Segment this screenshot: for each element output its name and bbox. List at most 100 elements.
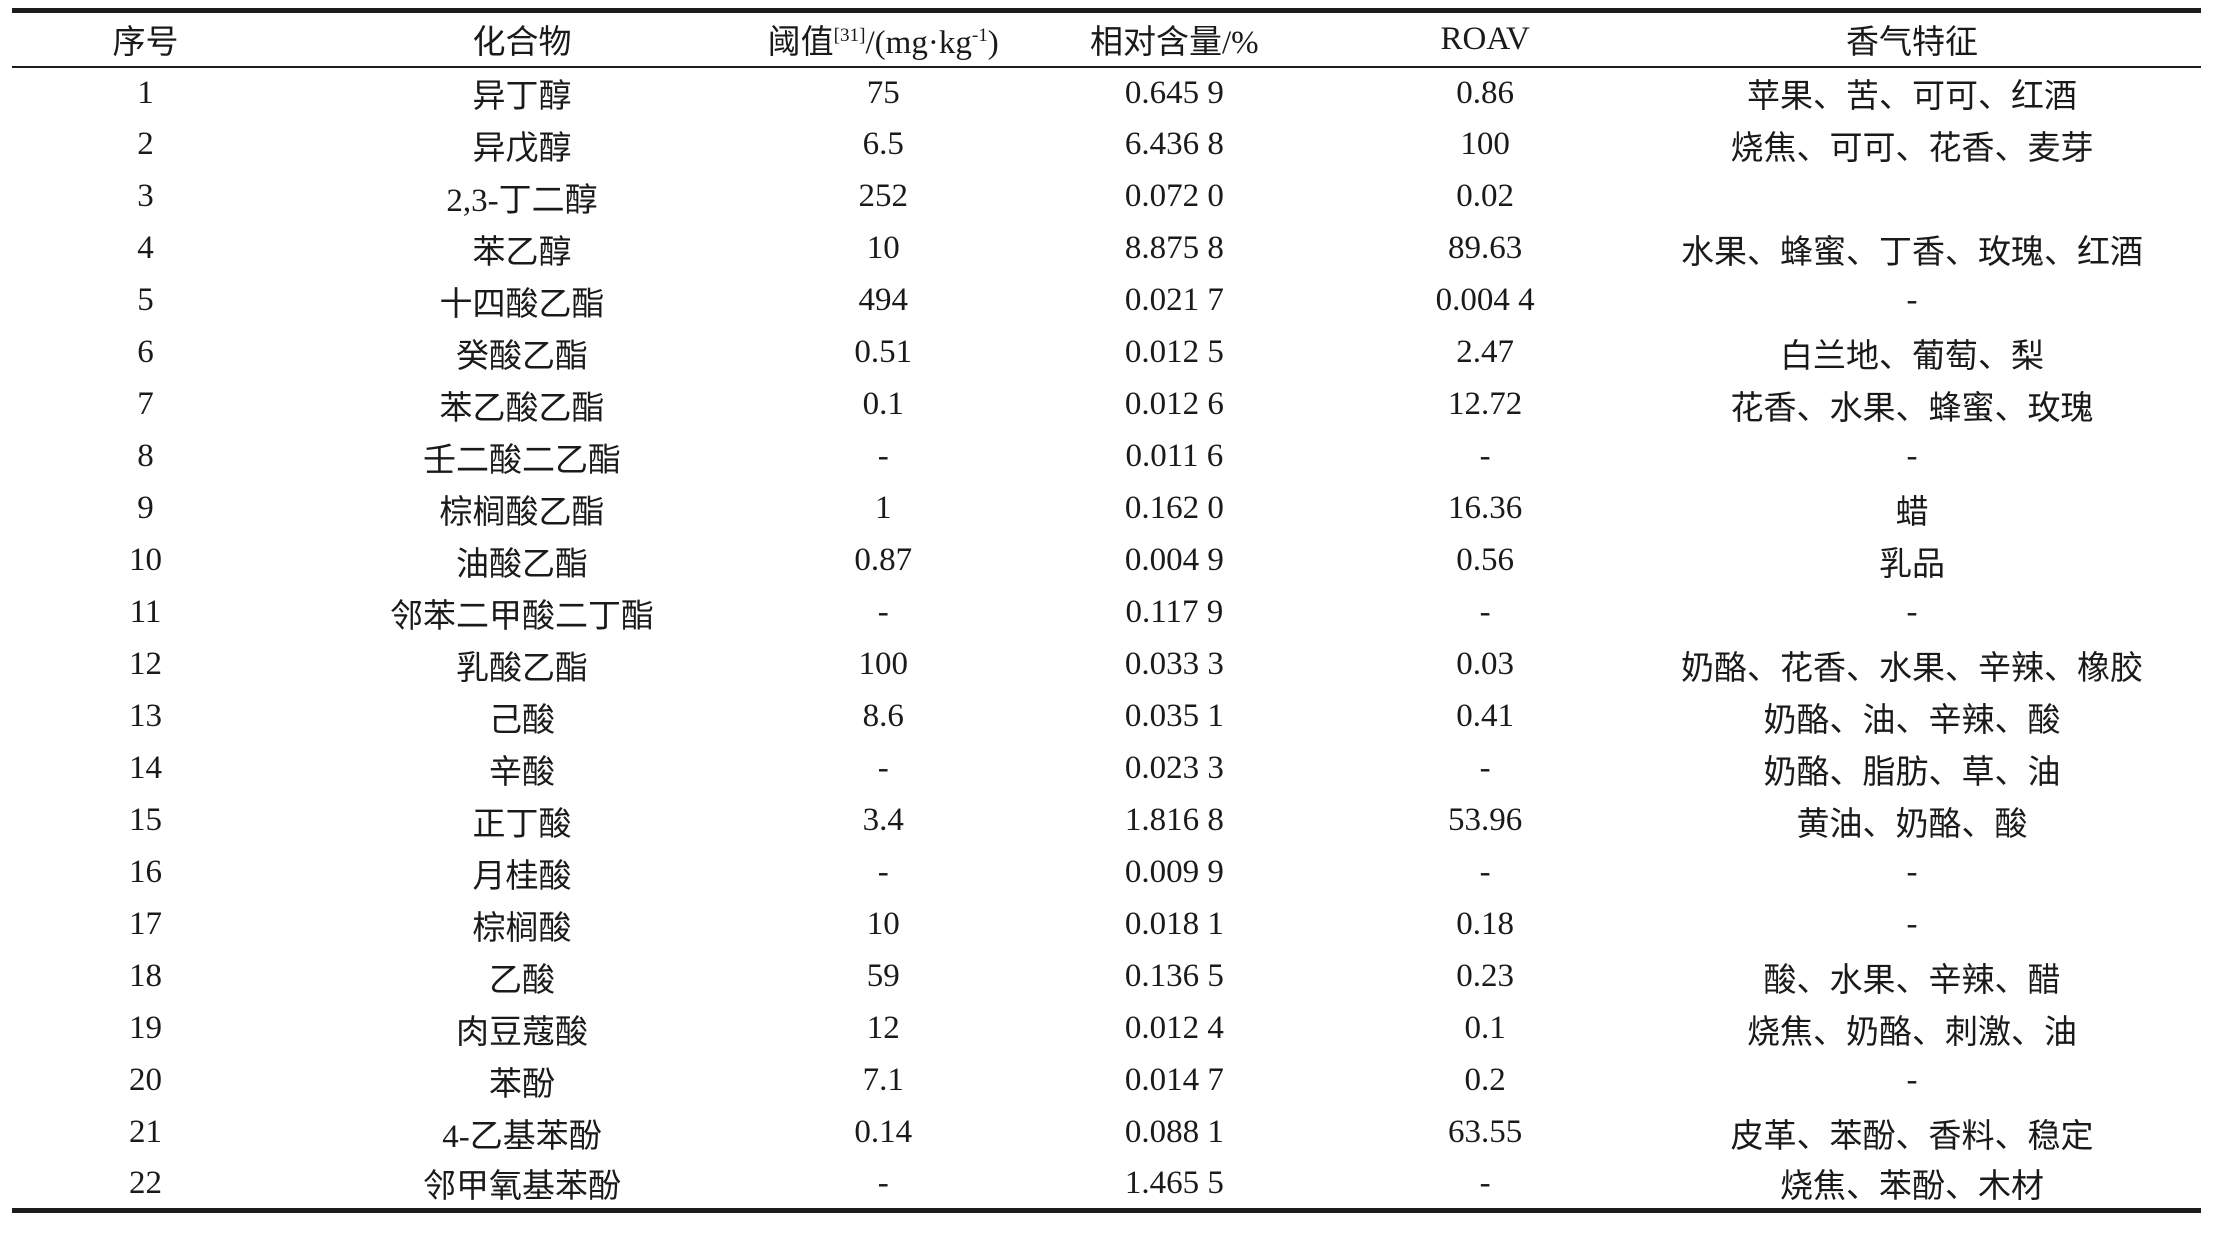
table-row: 7 苯乙酸乙酯 0.1 0.012 6 12.72 花香、水果、蜂蜜、玫瑰 (12, 379, 2201, 431)
cell-no: 15 (129, 802, 163, 838)
cell-relative-content: 0.012 5 (1124, 334, 1224, 370)
table-row: 8 壬二酸二乙酯 - 0.011 6 - - (12, 431, 2201, 483)
cell-aroma: 烧焦、可可、花香、麦芽 (1730, 130, 2094, 167)
cell-no: 19 (129, 1010, 163, 1046)
cell-compound: 邻苯二甲酸二丁酯 (390, 598, 655, 635)
cell-no: 7 (137, 386, 154, 422)
cell-relative-content: 1.816 8 (1124, 802, 1224, 838)
cell-roav: - (1479, 750, 1491, 786)
table-row: 9 棕榈酸乙酯 1 0.162 0 16.36 蜡 (12, 483, 2201, 535)
cell-threshold: 10 (866, 230, 900, 266)
cell-roav: 0.2 (1464, 1062, 1506, 1098)
aroma-compound-table: 序号 化合物 阈值[31]/(mg·kg-1) 相对含量/% ROAV 香气特征… (12, 8, 2201, 1213)
cell-relative-content: 0.012 4 (1124, 1010, 1224, 1046)
cell-relative-content: 0.117 9 (1125, 594, 1224, 630)
cell-roav: 0.86 (1456, 74, 1515, 111)
cell-relative-content: 0.018 1 (1124, 906, 1224, 942)
table-row: 6 癸酸乙酯 0.51 0.012 5 2.47 白兰地、葡萄、梨 (12, 327, 2201, 379)
table-body: 1 异丁醇 75 0.645 9 0.86 苹果、苦、可可、红酒 2 异戊醇 6.5 6.436 … (12, 67, 2201, 1211)
cell-roav: - (1479, 594, 1491, 630)
cell-no: 8 (137, 438, 154, 474)
cell-roav: 53.96 (1448, 802, 1523, 838)
cell-threshold: 10 (866, 906, 900, 942)
cell-compound: 苯乙酸乙酯 (439, 390, 605, 427)
cell-no: 9 (137, 490, 154, 526)
cell-compound: 己酸 (489, 702, 556, 739)
cell-threshold: - (877, 1164, 889, 1201)
table-row: 2 异戊醇 6.5 6.436 8 100 烧焦、可可、花香、麦芽 (12, 119, 2201, 171)
cell-relative-content: 0.162 0 (1124, 490, 1224, 526)
table-row: 1 异丁醇 75 0.645 9 0.86 苹果、苦、可可、红酒 (12, 67, 2201, 119)
header-row: 序号 化合物 阈值[31]/(mg·kg-1) 相对含量/% ROAV 香气特征 (12, 11, 2201, 67)
header-relative-content: 相对含量/% (1090, 25, 1259, 62)
cell-no: 10 (129, 542, 163, 578)
header-threshold-base: 阈值 (767, 25, 834, 62)
cell-compound: 异丁醇 (472, 79, 572, 115)
cell-threshold: 6.5 (862, 126, 904, 162)
cell-compound: 苯乙醇 (472, 234, 572, 271)
cell-compound: 乳酸乙酯 (456, 650, 589, 687)
header-threshold-unit-close: ) (987, 25, 999, 62)
cell-relative-content: 0.023 3 (1124, 750, 1224, 786)
cell-no: 2 (137, 126, 154, 162)
cell-roav: - (1479, 1164, 1491, 1201)
cell-roav: - (1479, 854, 1491, 890)
table-row: 18 乙酸 59 0.136 5 0.23 酸、水果、辛辣、醋 (12, 951, 2201, 1003)
cell-relative-content: 0.021 7 (1124, 282, 1224, 318)
cell-threshold: 0.87 (854, 542, 913, 578)
cell-compound: 癸酸乙酯 (456, 338, 589, 375)
cell-threshold: 7.1 (862, 1062, 904, 1098)
cell-relative-content: 0.072 0 (1124, 178, 1224, 214)
table-row: 21 4-乙基苯酚 0.14 0.088 1 63.55 皮革、苯酚、香料、稳定 (12, 1107, 2201, 1159)
cell-relative-content: 6.436 8 (1124, 126, 1224, 162)
cell-no: 12 (129, 646, 163, 682)
cell-roav: 16.36 (1448, 490, 1523, 526)
cell-threshold: 8.6 (862, 698, 904, 734)
table-row: 22 邻甲氧基苯酚 - 1.465 5 - 烧焦、苯酚、木材 (12, 1159, 2201, 1211)
cell-roav: 0.41 (1456, 698, 1515, 734)
cell-threshold: 0.1 (862, 386, 904, 422)
header-no: 序号 (112, 25, 179, 62)
header-threshold-unit: /(mg·kg (865, 25, 972, 62)
cell-aroma: 蜡 (1895, 494, 1929, 531)
cell-threshold: 100 (858, 646, 908, 682)
cell-aroma: 奶酪、花香、水果、辛辣、橡胶 (1681, 650, 2144, 687)
cell-compound: 正丁酸 (472, 806, 572, 843)
cell-relative-content: 0.035 1 (1124, 698, 1224, 734)
cell-no: 18 (129, 958, 163, 994)
cell-aroma: - (1906, 438, 1918, 474)
cell-aroma: - (1906, 854, 1918, 890)
cell-threshold: 0.14 (854, 1114, 913, 1150)
cell-aroma: 烧焦、奶酪、刺激、油 (1747, 1014, 2078, 1051)
cell-compound: 辛酸 (489, 754, 556, 791)
cell-aroma: 奶酪、脂肪、草、油 (1763, 754, 2061, 791)
cell-threshold: - (877, 594, 889, 630)
cell-roav: 0.004 4 (1435, 282, 1535, 318)
cell-aroma: 白兰地、葡萄、梨 (1780, 338, 2045, 375)
cell-no: 14 (129, 750, 163, 786)
cell-relative-content: 0.009 9 (1124, 854, 1224, 890)
cell-threshold: 252 (858, 178, 908, 214)
cell-roav: 0.56 (1456, 542, 1515, 578)
cell-compound: 异戊醇 (472, 130, 572, 167)
cell-aroma: - (1906, 1062, 1918, 1098)
cell-compound: 乙酸 (489, 962, 556, 999)
cell-aroma (1623, 171, 2201, 223)
cell-no: 1 (137, 74, 154, 111)
cell-relative-content: 0.011 6 (1125, 438, 1224, 474)
header-aroma: 香气特征 (1846, 25, 1979, 62)
cell-aroma: 黄油、奶酪、酸 (1796, 806, 2028, 843)
cell-no: 16 (129, 854, 163, 890)
cell-threshold: 1 (874, 490, 892, 526)
cell-aroma: 皮革、苯酚、香料、稳定 (1730, 1118, 2094, 1155)
cell-roav: 12.72 (1448, 386, 1523, 422)
cell-roav: 89.63 (1448, 230, 1523, 266)
cell-no: 11 (129, 594, 162, 630)
cell-relative-content: 0.014 7 (1124, 1062, 1224, 1098)
cell-relative-content: 1.465 5 (1124, 1164, 1224, 1201)
cell-no: 13 (129, 698, 163, 734)
table-row: 4 苯乙醇 10 8.875 8 89.63 水果、蜂蜜、丁香、玫瑰、红酒 (12, 223, 2201, 275)
cell-roav: 0.1 (1464, 1010, 1506, 1046)
cell-no: 17 (129, 906, 163, 942)
